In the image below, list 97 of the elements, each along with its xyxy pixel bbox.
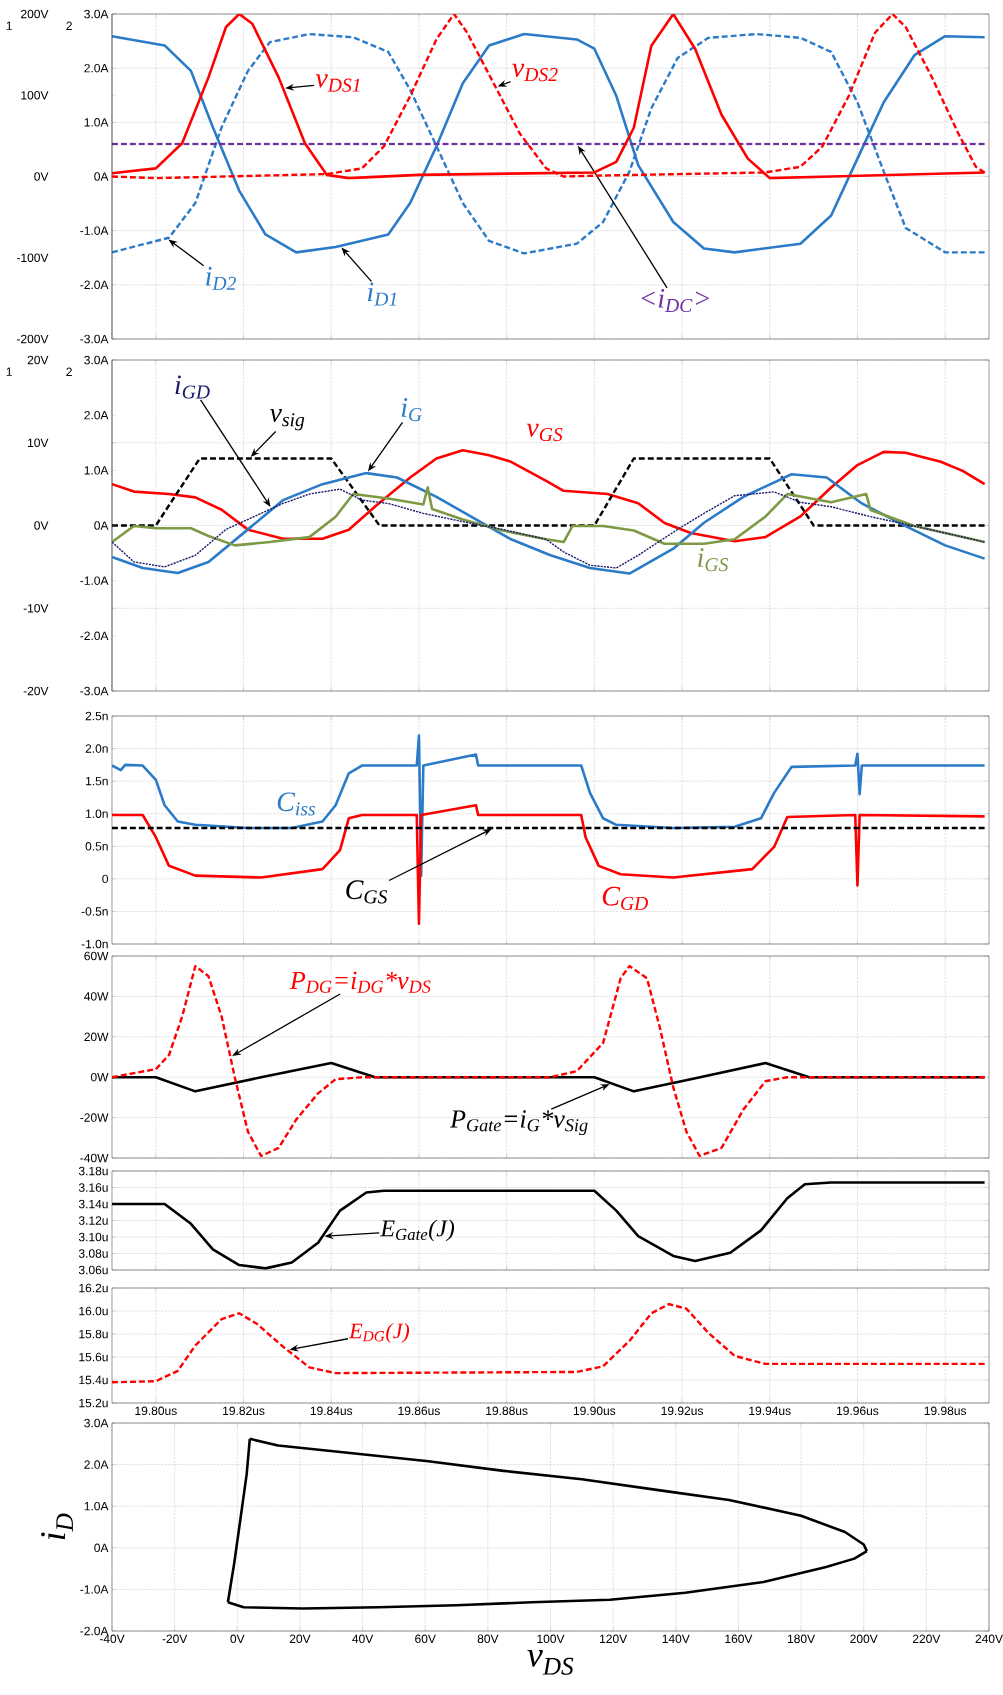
y-tick-label: 3.12u: [78, 1216, 108, 1225]
y-tick-label: 3.0A: [84, 1418, 109, 1428]
y2-tick-label: 100V: [21, 91, 49, 100]
x-tick-label: 19.98us: [924, 1406, 967, 1416]
y-tick-label: -10V: [23, 604, 49, 613]
text: i$_{GD}$: [175, 375, 210, 399]
y-tick-label: -2.0A: [80, 280, 109, 290]
legend-label: E$_{Gate}$(J): [380, 1219, 455, 1242]
y-axis-title: 1: [6, 367, 12, 376]
y2-axis-title: 2: [66, 367, 72, 376]
y-tick-label: 1.0A: [84, 118, 109, 127]
x-tick-label: 180V: [787, 1634, 816, 1644]
y-tick-label: 2.5n: [85, 711, 108, 721]
y2-tick-label: 200V: [21, 9, 49, 19]
y-tick-label: 15.2u: [79, 1398, 108, 1408]
y-tick-label: 0: [102, 874, 108, 884]
series-label: i$_{D1}$: [367, 282, 397, 306]
y-tick-label: 3.10u: [78, 1232, 108, 1242]
y-tick-label: 1.0n: [86, 809, 108, 818]
x-tick-label: -40V: [99, 1634, 125, 1644]
y-tick-label: 2.0A: [84, 63, 109, 73]
y-tick-label: 1.5n: [86, 776, 108, 786]
y-tick-label: -40W: [80, 1153, 109, 1163]
y-tick-label: 3.18u: [78, 1166, 108, 1176]
y-tick-label: 0A: [94, 1543, 109, 1553]
x-tick-label: 19.96us: [837, 1406, 879, 1416]
y-tick-label: 16.0u: [79, 1306, 108, 1316]
y-tick-label: -2.0A: [80, 1626, 109, 1636]
y-tick-label: -0.5n: [81, 907, 108, 916]
series-label: v$_{DS1}$: [315, 74, 360, 92]
y-tick-label: 15.6u: [79, 1352, 108, 1362]
x-tick-label: 80V: [477, 1634, 499, 1644]
y-axis-title: 2: [66, 21, 72, 30]
y2-tick-label: -100V: [16, 253, 49, 262]
y-tick-label: -20V: [23, 686, 49, 696]
x-tick-label: 140V: [662, 1634, 690, 1644]
x-tick-label: 19.80us: [135, 1406, 177, 1416]
y-tick-label: 20W: [84, 1032, 109, 1042]
y-tick-label: -1.0A: [80, 226, 109, 235]
series-label: i$_{GS}$: [698, 548, 729, 572]
y-tick-label: -1.0A: [80, 1585, 109, 1594]
y-tick-label: 1.0A: [84, 1501, 109, 1511]
x-tick-label: 20V: [289, 1634, 311, 1644]
x-tick-label: 19.92us: [661, 1406, 703, 1416]
y-tick-label: -1.0n: [81, 939, 108, 949]
series-label: C$_{GS}$: [346, 880, 388, 904]
x-tick-label: 19.94us: [749, 1406, 791, 1416]
y-tick-label: 3.0A: [84, 9, 109, 19]
y2-axis-title: 1: [6, 21, 12, 30]
y-tick-label: 0A: [94, 172, 109, 181]
y-tick-label: 0W: [90, 1072, 109, 1082]
series-label: E$_{DG}$(J): [348, 1322, 410, 1343]
legend-label: P$_{Gate}$=i$_{G}$*v$_{Sig}$: [449, 1110, 588, 1136]
y2-tick-label: -200V: [16, 334, 49, 344]
y-tick-label: 0.5n: [85, 842, 108, 851]
x-tick-label: 19.90us: [573, 1406, 616, 1416]
series-label: v$_{DS2}$: [512, 63, 558, 82]
x-tick-label: 100V: [537, 1634, 565, 1644]
y-tick-label: 3.06u: [78, 1265, 108, 1275]
x-tick-label: 0V: [230, 1634, 245, 1644]
y-tick-label: -3.0A: [80, 334, 109, 344]
x-tick-label: 240V: [975, 1634, 1003, 1644]
y-tick-label: 10V: [28, 438, 49, 447]
x-tick-label: 120V: [600, 1634, 628, 1644]
y-tick-label: 2.0n: [85, 744, 108, 753]
y-tick-label: 3.14u: [78, 1199, 108, 1209]
series-label: C$_{iss}$: [277, 792, 316, 816]
x-tick-label: 19.84us: [310, 1406, 353, 1416]
y-tick-label: 3.08u: [78, 1249, 108, 1258]
x-tick-label: -20V: [162, 1634, 188, 1644]
text: P$_{DG}$=i$_{DG}$*v$_{DS}$: [289, 971, 431, 993]
y-tick-label: 40W: [84, 992, 109, 1001]
x-tick-label: 200V: [850, 1634, 878, 1644]
series-label: v$_{GS}$: [526, 423, 563, 442]
series-label: C$_{GD}$: [602, 886, 648, 910]
x-tick-label: 19.82us: [223, 1406, 265, 1416]
x-axis-title: v$_{DS}$: [527, 1649, 574, 1675]
x-tick-label: 40V: [352, 1634, 374, 1644]
y-tick-label: 20V: [27, 355, 49, 365]
x-tick-label: 220V: [912, 1634, 941, 1644]
series-label: i$_{D2}$: [206, 266, 236, 290]
x-tick-label: 19.86us: [398, 1406, 440, 1416]
y-tick-label: 0V: [34, 521, 49, 530]
y-tick-label: 16.2u: [79, 1283, 108, 1293]
x-tick-label: 19.88us: [486, 1406, 528, 1416]
y-tick-label: -20W: [80, 1113, 109, 1122]
y-tick-label: 3.16u: [78, 1183, 108, 1192]
x-tick-label: 60V: [415, 1634, 436, 1644]
text: <i$_{DC}$>: [641, 288, 709, 313]
y-tick-label: 15.8u: [79, 1329, 108, 1339]
series-label: v$_{sig}$: [269, 408, 305, 431]
y-tick-label: 2.0A: [84, 1460, 109, 1469]
y-tick-label: 60W: [84, 951, 109, 961]
y-tick-label: 15.4u: [79, 1375, 108, 1385]
y-axis-title: i$_{D}$: [41, 1513, 73, 1540]
x-tick-label: 160V: [725, 1634, 753, 1644]
text: i$_{G}$: [401, 398, 422, 422]
